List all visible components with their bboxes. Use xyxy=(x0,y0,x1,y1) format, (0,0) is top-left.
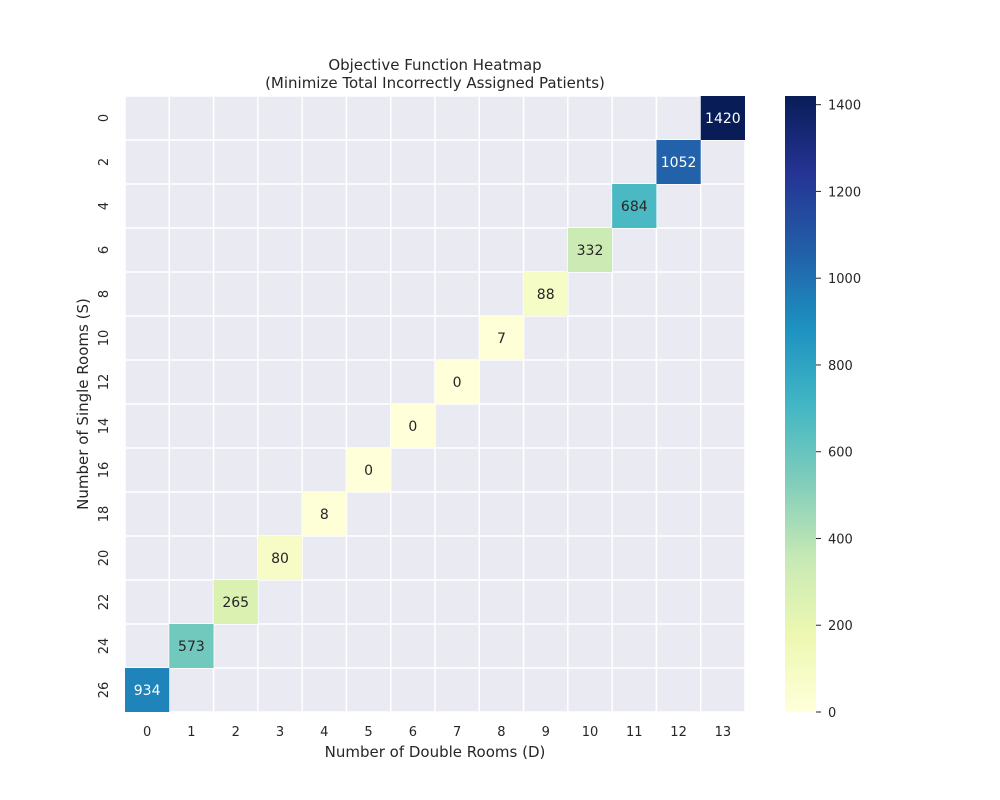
x-tick-label: 6 xyxy=(409,725,417,740)
cell-value-label: 265 xyxy=(222,595,249,611)
colorbar-tick-label: 600 xyxy=(828,446,853,461)
x-axis-ticks: 0 1 2 3 4 5 6 7 8 9 10 11 12 13 xyxy=(143,725,731,740)
colorbar-tick-label: 400 xyxy=(828,532,853,547)
x-tick-label: 7 xyxy=(453,725,461,740)
y-tick-label: 26 xyxy=(97,682,112,699)
heatmap-cell xyxy=(390,404,435,448)
y-tick-label: 14 xyxy=(97,418,112,435)
heatmap-cell xyxy=(169,624,214,668)
x-tick-label: 5 xyxy=(364,725,372,740)
colorbar-tick-label: 0 xyxy=(828,706,836,721)
x-tick-label: 4 xyxy=(320,725,328,740)
x-tick-label: 11 xyxy=(626,725,643,740)
cell-value-label: 80 xyxy=(271,551,289,567)
cell-value-label: 684 xyxy=(621,199,648,215)
colorbar-tick-label: 200 xyxy=(828,619,853,634)
y-tick-label: 2 xyxy=(97,158,112,166)
cell-value-label: 573 xyxy=(178,639,205,655)
cell-value-label: 0 xyxy=(408,419,417,435)
y-tick-label: 24 xyxy=(97,638,112,655)
y-tick-label: 0 xyxy=(97,114,112,122)
colorbar xyxy=(785,96,816,712)
y-axis-label: Number of Single Rooms (S) xyxy=(74,298,92,510)
heatmap-cell xyxy=(257,536,303,580)
heatmap-cells: 1420 1052 684 332 88 7 0 0 0 8 80 265 573 934 xyxy=(125,96,745,712)
heatmap-cell xyxy=(346,448,391,492)
cell-value-label: 1052 xyxy=(661,155,697,171)
y-tick-label: 12 xyxy=(97,374,112,391)
cell-value-label: 88 xyxy=(537,287,555,303)
x-tick-label: 2 xyxy=(232,725,240,740)
y-tick-label: 18 xyxy=(97,506,112,523)
chart-title-line-1: Objective Function Heatmap xyxy=(328,56,541,74)
heatmap-cell xyxy=(700,96,745,140)
heatmap-cell xyxy=(567,228,613,272)
y-tick-label: 4 xyxy=(97,202,112,210)
cell-value-label: 0 xyxy=(364,463,373,479)
cell-value-label: 934 xyxy=(134,683,161,699)
y-tick-label: 6 xyxy=(97,246,112,254)
cell-value-label: 1420 xyxy=(705,111,741,127)
chart-title: Objective Function Heatmap (Minimize Tot… xyxy=(265,56,605,92)
colorbar-tick-label: 800 xyxy=(828,359,853,374)
heatmap-cell xyxy=(125,668,170,712)
cell-value-label: 0 xyxy=(453,375,462,391)
x-tick-label: 3 xyxy=(276,725,284,740)
heatmap-cell xyxy=(302,492,347,536)
colorbar-tick-label: 1400 xyxy=(828,99,861,114)
x-tick-label: 13 xyxy=(715,725,732,740)
heatmap-cell xyxy=(213,580,258,624)
colorbar-tick-label: 1000 xyxy=(828,272,861,287)
y-tick-label: 8 xyxy=(97,290,112,298)
colorbar-tick-label: 1200 xyxy=(828,185,861,200)
x-tick-label: 12 xyxy=(670,725,687,740)
x-tick-label: 1 xyxy=(187,725,195,740)
y-tick-label: 22 xyxy=(97,594,112,611)
x-tick-label: 9 xyxy=(542,725,550,740)
x-tick-label: 8 xyxy=(497,725,505,740)
x-axis-label: Number of Double Rooms (D) xyxy=(325,743,546,761)
x-tick-label: 10 xyxy=(582,725,599,740)
y-tick-label: 20 xyxy=(97,550,112,567)
y-tick-label: 10 xyxy=(97,330,112,347)
cell-value-label: 332 xyxy=(577,243,604,259)
x-tick-label: 0 xyxy=(143,725,151,740)
cell-value-label: 7 xyxy=(497,331,506,347)
heatmap-cell xyxy=(612,184,657,228)
cell-value-label: 8 xyxy=(320,507,329,523)
heatmap-cell xyxy=(435,360,480,404)
chart-title-line-2: (Minimize Total Incorrectly Assigned Pat… xyxy=(265,74,605,92)
colorbar-ticks: 0 200 400 600 800 1000 1200 1400 xyxy=(816,99,861,721)
y-tick-label: 16 xyxy=(97,462,112,479)
heatmap-cell xyxy=(523,272,568,316)
heatmap-cell xyxy=(479,316,524,360)
heatmap-cell xyxy=(656,140,701,184)
